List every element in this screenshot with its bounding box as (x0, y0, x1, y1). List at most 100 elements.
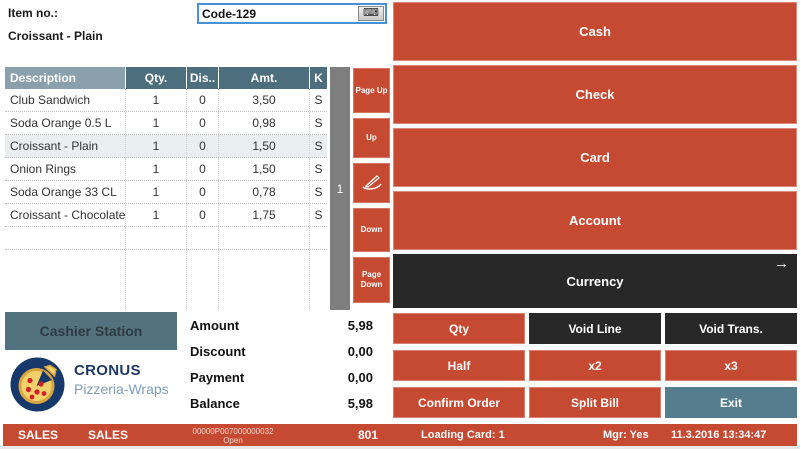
total-payment-row: Payment 0,00 (190, 364, 373, 390)
keyboard-icon[interactable]: ⌨ (358, 6, 384, 21)
payment-value: 0,00 (347, 369, 373, 385)
table-row[interactable]: Soda Orange 33 CL 1 0 0,78 S (5, 181, 327, 204)
current-item-name: Croissant - Plain (8, 29, 103, 43)
status-manager: Mgr: Yes (603, 429, 649, 441)
status-bar: SALES SALES 00000P007000000032 Open 801 … (3, 424, 797, 446)
status-loading-card: Loading Card: 1 (421, 429, 505, 441)
cell-k: S (314, 139, 323, 153)
scroll-position-indicator: 1 (336, 181, 344, 196)
table-row-selected[interactable]: Croissant - Plain 1 0 1,50 S (5, 135, 327, 158)
currency-button-label: Currency (566, 273, 624, 289)
cell-description: Croissant - Chocolate (5, 204, 126, 226)
page-down-button[interactable]: Page Down (353, 257, 390, 303)
cell-amount: 1,75 (219, 204, 310, 226)
total-amount-row: Amount 5,98 (190, 312, 373, 338)
payment-label: Payment (190, 369, 245, 385)
cell-qty: 1 (126, 89, 187, 111)
cell-description: Soda Orange 0.5 L (5, 112, 126, 134)
cell-qty: 1 (126, 135, 187, 157)
table-row[interactable]: Onion Rings 1 0 1,50 S (5, 158, 327, 181)
brand-subtitle: Pizzeria-Wraps (74, 381, 169, 397)
x2-button[interactable]: x2 (529, 350, 661, 381)
check-button[interactable]: Check (393, 65, 797, 124)
status-terminal: 801 (357, 428, 378, 442)
signature-pen-icon (361, 172, 383, 195)
cell-discount: 0 (187, 89, 219, 111)
cell-discount: 0 (187, 158, 219, 180)
sales-journal-table: Description Qty. Dis.. Amt. K Club Sandw… (5, 67, 327, 310)
table-body: Club Sandwich 1 0 3,50 S Soda Orange 0.5… (5, 89, 327, 309)
item-no-input[interactable] (199, 5, 358, 22)
cell-k: S (314, 162, 323, 176)
split-bill-button[interactable]: Split Bill (529, 387, 661, 418)
confirm-order-button[interactable]: Confirm Order (393, 387, 525, 418)
cell-discount: 0 (187, 204, 219, 226)
down-button[interactable]: Down (353, 208, 390, 252)
total-balance-row: Balance 5,98 (190, 390, 373, 416)
cell-k: S (314, 185, 323, 199)
journal-nav-column: Page Up Up Down Page Down (353, 68, 390, 303)
cell-qty: 1 (126, 112, 187, 134)
currency-button[interactable]: Currency → (393, 254, 797, 308)
cash-button[interactable]: Cash (393, 2, 797, 61)
cell-k: S (314, 208, 323, 222)
x3-button[interactable]: x3 (665, 350, 797, 381)
void-line-button[interactable]: Void Line (529, 313, 661, 344)
cell-amount: 1,50 (219, 158, 310, 180)
cell-amount: 3,50 (219, 89, 310, 111)
table-row[interactable]: Soda Orange 0.5 L 1 0 0,98 S (5, 112, 327, 135)
arrow-right-icon: → (774, 255, 789, 272)
cell-amount: 1,50 (219, 135, 310, 157)
header-k: K (310, 67, 327, 89)
account-button[interactable]: Account (393, 191, 797, 250)
cell-k: S (314, 116, 323, 130)
discount-value: 0,00 (347, 343, 373, 359)
cell-amount: 0,98 (219, 112, 310, 134)
amount-label: Amount (190, 317, 240, 333)
status-receipt: 00000P007000000032 Open (153, 424, 313, 445)
table-row[interactable]: Club Sandwich 1 0 3,50 S (5, 89, 327, 112)
balance-value: 5,98 (347, 395, 373, 411)
cell-qty: 1 (126, 158, 187, 180)
cell-qty: 1 (126, 204, 187, 226)
cell-k: S (314, 93, 323, 107)
table-empty-area (5, 227, 327, 309)
table-row[interactable]: Croissant - Chocolate 1 0 1,75 S (5, 204, 327, 227)
cell-description: Croissant - Plain (5, 135, 126, 157)
table-scrollbar[interactable]: 1 (330, 67, 350, 310)
signature-pen-button[interactable] (353, 163, 390, 203)
status-staff: SALES (88, 428, 129, 442)
cell-description: Soda Orange 33 CL (5, 181, 126, 203)
cell-discount: 0 (187, 112, 219, 134)
item-no-field: ⌨ (197, 3, 387, 24)
status-store: SALES (18, 428, 59, 442)
cell-discount: 0 (187, 181, 219, 203)
transaction-status: Open (223, 436, 243, 445)
item-no-label: Item no.: (8, 6, 58, 20)
qty-button[interactable]: Qty (393, 313, 525, 344)
receipt-number: 00000P007000000032 (192, 427, 274, 436)
half-button[interactable]: Half (393, 350, 525, 381)
cell-amount: 0,78 (219, 181, 310, 203)
exit-button[interactable]: Exit (665, 387, 797, 418)
header-description: Description (5, 67, 126, 89)
header-discount: Dis.. (187, 67, 219, 89)
total-discount-row: Discount 0,00 (190, 338, 373, 364)
balance-label: Balance (190, 395, 240, 411)
cell-description: Club Sandwich (5, 89, 126, 111)
cronus-pizza-logo-icon (10, 357, 65, 412)
up-button[interactable]: Up (353, 118, 390, 158)
table-header-row: Description Qty. Dis.. Amt. K (5, 67, 327, 89)
card-button[interactable]: Card (393, 128, 797, 187)
cashier-station-button[interactable]: Cashier Station (5, 312, 177, 350)
totals-panel: Amount 5,98 Discount 0,00 Payment 0,00 B… (190, 312, 373, 416)
discount-label: Discount (190, 343, 246, 359)
header-amount: Amt. (219, 67, 310, 89)
page-up-button[interactable]: Page Up (353, 68, 390, 113)
bottom-strip (0, 446, 800, 449)
cell-description: Onion Rings (5, 158, 126, 180)
void-trans-button[interactable]: Void Trans. (665, 313, 797, 344)
cell-discount: 0 (187, 135, 219, 157)
brand-company-name: CRONUS (74, 362, 141, 379)
